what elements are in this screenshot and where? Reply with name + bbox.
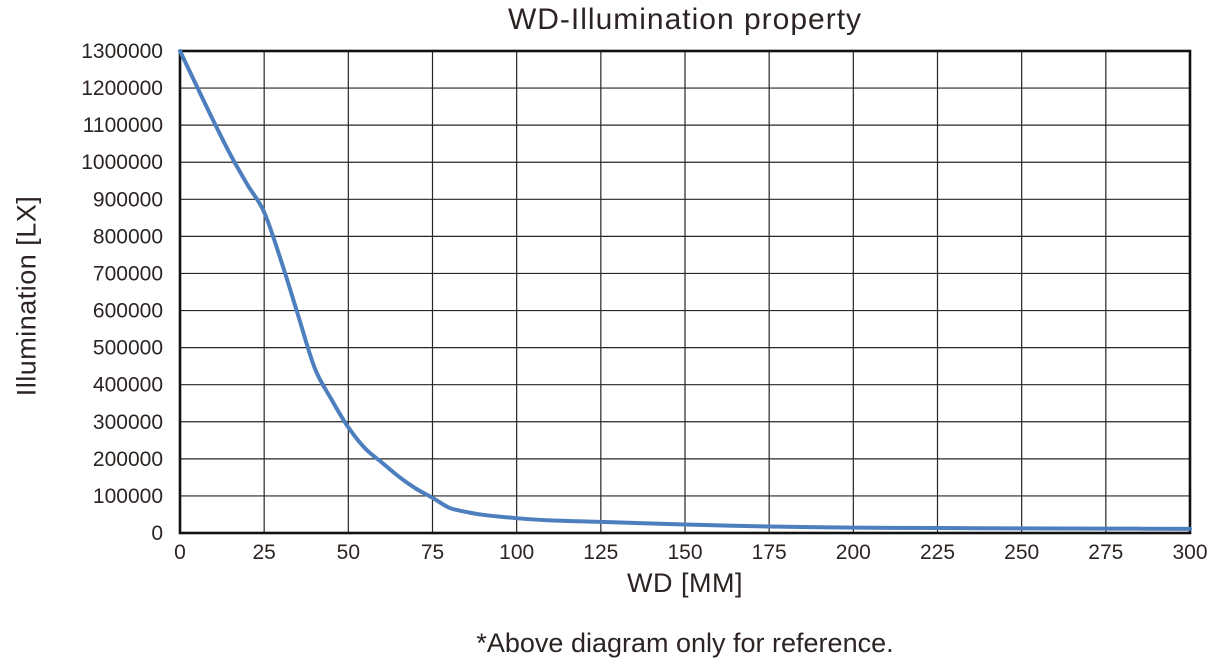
x-tick-label: 225 — [920, 541, 955, 564]
y-tick-label: 800000 — [93, 225, 163, 248]
illumination-curve — [178, 49, 1192, 531]
x-tick-label: 275 — [1088, 541, 1123, 564]
y-tick-label: 0 — [151, 522, 163, 545]
x-tick-label: 150 — [667, 541, 702, 564]
y-tick-label: 100000 — [93, 485, 163, 508]
x-tick-label: 75 — [421, 541, 444, 564]
y-tick-label: 500000 — [93, 337, 163, 360]
x-tick-label: 50 — [337, 541, 360, 564]
x-tick-label: 250 — [1004, 541, 1039, 564]
x-tick-label: 175 — [752, 541, 787, 564]
y-tick-label: 1300000 — [81, 40, 163, 63]
x-tick-label: 300 — [1172, 541, 1207, 564]
x-axis-title: WD [MM] — [627, 568, 743, 598]
y-tick-label: 600000 — [93, 300, 163, 323]
plot-border — [178, 49, 1192, 535]
y-tick-label: 1200000 — [81, 77, 163, 100]
x-tick-label: 125 — [583, 541, 618, 564]
reference-note: *Above diagram only for reference. — [476, 628, 894, 658]
chart-title: WD-Illumination property — [507, 3, 863, 36]
y-tick-label: 300000 — [93, 411, 163, 434]
y-tick-label: 700000 — [93, 262, 163, 285]
x-tick-label: 25 — [252, 541, 275, 564]
y-tick-label: 200000 — [93, 448, 163, 471]
y-tick-label: 900000 — [93, 188, 163, 211]
x-tick-label: 100 — [499, 541, 534, 564]
y-tick-label: 400000 — [93, 374, 163, 397]
x-tick-label: 0 — [174, 541, 186, 564]
y-tick-label: 1100000 — [83, 114, 163, 137]
x-tick-label: 200 — [836, 541, 871, 564]
y-tick-label: 1000000 — [81, 151, 163, 174]
